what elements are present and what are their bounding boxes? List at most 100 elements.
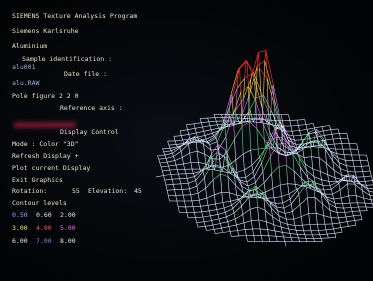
mesh-line <box>292 131 293 136</box>
menu-item[interactable]: Refresh Display + <box>12 152 79 160</box>
mesh-line <box>161 167 162 171</box>
mesh-line <box>194 212 195 217</box>
mesh-line <box>160 163 161 167</box>
mesh-line <box>162 171 163 175</box>
mesh-line <box>274 225 282 228</box>
contour-level: 4.00 <box>36 224 52 232</box>
mesh-line <box>194 212 201 213</box>
mesh-line <box>266 115 267 120</box>
mesh-line <box>229 193 237 195</box>
mesh-line <box>346 216 354 217</box>
mesh-line <box>244 165 252 170</box>
mesh-line <box>190 151 198 153</box>
mesh-line <box>357 203 358 207</box>
mesh-line <box>198 162 199 169</box>
mesh-line <box>286 219 287 224</box>
mesh-line <box>207 195 215 198</box>
mesh-line <box>256 172 263 183</box>
mesh-line <box>228 222 229 227</box>
mesh-line <box>246 236 247 242</box>
mesh-line <box>165 179 172 180</box>
mesh-line <box>323 131 324 136</box>
mesh-line <box>299 194 300 204</box>
mesh-line <box>190 186 197 189</box>
mesh-line <box>210 214 218 215</box>
mesh-line <box>170 147 178 149</box>
mesh-line <box>204 131 205 135</box>
mesh-line <box>223 118 224 121</box>
mesh-line <box>250 209 251 220</box>
mesh-line <box>328 175 329 182</box>
mesh-line <box>180 179 181 184</box>
mesh-line <box>238 231 239 236</box>
pole-figure: Pole figure 2 2 0 <box>12 92 79 100</box>
mesh-line <box>175 140 182 141</box>
mesh-line <box>300 205 301 217</box>
mesh-line <box>285 214 286 220</box>
mesh-line <box>351 207 358 208</box>
mesh-line <box>245 118 246 121</box>
mesh-line <box>281 137 282 149</box>
mesh-line <box>330 126 331 130</box>
mesh-line <box>209 210 217 211</box>
mesh-line <box>222 227 229 229</box>
mesh-line <box>173 184 181 185</box>
mesh-line <box>197 222 204 223</box>
mesh-line <box>199 200 200 206</box>
mesh-line <box>203 216 211 217</box>
menu-item[interactable]: Plot current Display <box>12 164 90 172</box>
mesh-line <box>250 122 251 150</box>
mesh-line <box>199 198 207 200</box>
mesh-line <box>242 206 243 215</box>
mesh-line <box>181 134 189 135</box>
mesh-line <box>205 154 206 164</box>
mesh-line <box>277 129 278 145</box>
mesh-line <box>269 236 276 237</box>
mesh-line <box>253 229 254 235</box>
mesh-line <box>321 238 322 241</box>
data-file-value: alu.RAW <box>12 79 39 87</box>
mesh-line <box>223 232 230 233</box>
mesh-line <box>165 153 173 155</box>
mesh-line <box>360 161 361 167</box>
mesh-line <box>263 157 271 172</box>
mesh-line <box>282 121 283 127</box>
mesh-line <box>254 177 255 183</box>
mesh-line <box>178 174 179 179</box>
mesh-line <box>172 179 180 180</box>
mesh-line <box>348 138 349 143</box>
mesh-line <box>191 163 192 170</box>
mesh-line <box>339 183 340 190</box>
mesh-line <box>298 182 306 191</box>
mesh-line <box>320 172 321 180</box>
mesh-line <box>167 162 168 166</box>
mesh-line <box>320 234 328 235</box>
mesh-line <box>347 133 348 138</box>
mesh-line <box>291 125 299 126</box>
mesh-line <box>244 223 245 230</box>
mesh-line <box>174 151 182 156</box>
mesh-line <box>216 152 217 164</box>
mesh-line <box>209 122 210 126</box>
menu-item[interactable]: Exit Graphics <box>12 176 63 184</box>
mesh-line <box>258 195 259 198</box>
mesh-line <box>175 141 176 145</box>
elevation-label: Elevation: <box>88 187 127 195</box>
mesh-line <box>342 204 343 208</box>
mesh-line <box>371 176 372 181</box>
mesh-line <box>268 230 275 231</box>
mesh-line <box>195 128 196 133</box>
mesh-line <box>284 237 285 242</box>
mesh-line <box>281 115 282 121</box>
mesh-line <box>366 185 373 186</box>
mesh-line <box>333 139 334 144</box>
mesh-line <box>313 147 320 148</box>
mesh-line <box>356 196 357 203</box>
mesh-line <box>315 197 316 213</box>
mesh-line <box>230 118 231 121</box>
mesh-line <box>306 125 307 130</box>
mesh-line <box>224 208 225 212</box>
mesh-line <box>328 237 336 238</box>
mesh-line <box>362 166 363 171</box>
mesh-line <box>280 185 281 197</box>
